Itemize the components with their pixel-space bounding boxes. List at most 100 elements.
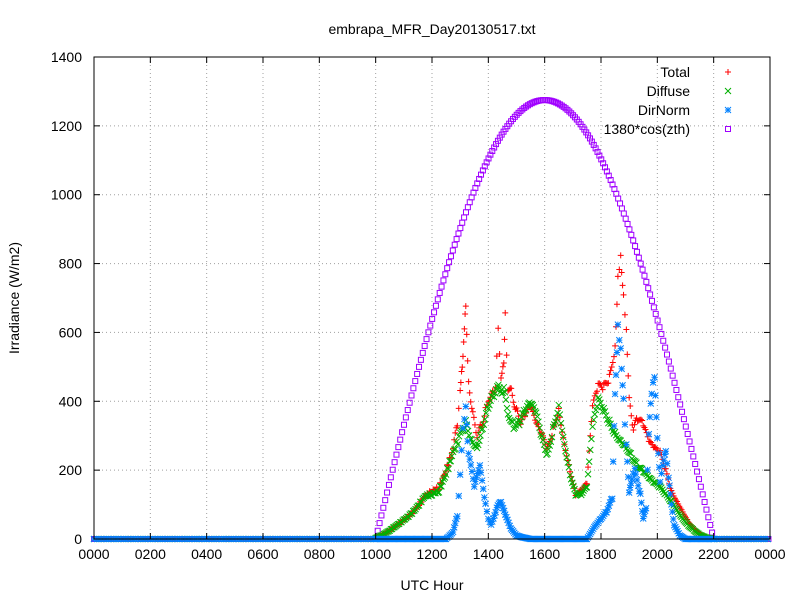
point-star <box>497 498 505 506</box>
point-plus <box>630 426 637 433</box>
point-square <box>679 408 686 415</box>
y-tick-label: 1000 <box>51 187 82 203</box>
point-square <box>496 134 503 141</box>
point-star <box>451 519 459 527</box>
point-plus <box>469 408 476 415</box>
point-square <box>400 421 407 428</box>
point-square <box>530 99 537 106</box>
point-plus <box>495 325 502 332</box>
x-tick-label: 0000 <box>754 546 785 562</box>
point-cross <box>594 394 602 401</box>
point-star <box>651 373 658 381</box>
point-square <box>596 152 603 159</box>
point-star <box>477 469 485 477</box>
point-cross <box>557 419 565 427</box>
point-star <box>461 415 468 423</box>
point-square <box>389 466 396 473</box>
point-star <box>662 447 670 455</box>
point-square <box>707 521 714 528</box>
point-square <box>479 167 486 174</box>
point-square <box>412 378 419 385</box>
point-star <box>609 458 617 465</box>
point-square <box>491 144 498 151</box>
point-square <box>650 304 657 311</box>
point-star <box>649 379 657 386</box>
point-star <box>674 527 681 535</box>
point-cross <box>445 465 452 473</box>
x-tick-label: 0400 <box>191 546 222 562</box>
point-star <box>639 515 647 522</box>
point-cross <box>627 449 635 457</box>
point-plus <box>609 359 616 366</box>
point-square <box>429 315 436 322</box>
point-square <box>643 278 650 285</box>
point-star <box>465 450 472 457</box>
point-star <box>669 515 677 523</box>
point-square <box>406 399 413 406</box>
point-square <box>592 145 599 152</box>
point-plus <box>462 311 469 318</box>
point-cross <box>556 411 564 418</box>
point-star <box>635 487 643 495</box>
point-star <box>672 523 679 531</box>
point-square <box>417 356 424 363</box>
point-square <box>697 483 704 490</box>
point-plus <box>548 432 555 439</box>
legend-label: DirNorm <box>638 102 690 118</box>
point-square <box>680 416 687 423</box>
point-cross <box>480 421 488 429</box>
point-square <box>515 109 522 116</box>
point-plus <box>474 434 481 441</box>
point-star <box>642 504 650 512</box>
point-square <box>590 141 597 148</box>
point-square <box>513 111 520 118</box>
point-cross <box>435 489 443 496</box>
point-plus <box>462 303 469 310</box>
point-plus <box>466 389 473 396</box>
point-cross <box>663 491 671 499</box>
point-cross <box>535 418 542 426</box>
point-star <box>466 455 474 463</box>
point-square <box>641 272 648 279</box>
point-plus <box>500 359 507 366</box>
y-tick-label: 0 <box>74 531 82 547</box>
point-star <box>459 424 467 432</box>
point-square <box>628 231 635 238</box>
point-square <box>478 171 485 178</box>
point-cross <box>591 410 599 418</box>
point-square <box>382 497 389 504</box>
point-plus <box>521 413 528 420</box>
point-square <box>562 105 569 112</box>
point-square <box>391 459 398 466</box>
point-plus <box>662 465 669 472</box>
point-plus <box>631 421 638 428</box>
point-square <box>438 283 445 290</box>
point-star <box>666 482 673 489</box>
point-cross <box>583 483 591 491</box>
point-star <box>617 345 625 352</box>
point-cross <box>500 383 508 391</box>
point-star <box>487 521 495 529</box>
point-square <box>586 135 593 142</box>
point-star <box>488 518 496 525</box>
point-cross <box>436 482 444 490</box>
point-plus <box>620 291 627 298</box>
point-square <box>376 520 383 527</box>
point-plus <box>605 380 612 387</box>
point-plus <box>459 353 466 360</box>
point-star <box>659 462 667 469</box>
point-plus <box>642 426 649 433</box>
point-star <box>608 495 616 503</box>
point-square <box>421 342 428 349</box>
point-star <box>648 390 656 398</box>
point-star <box>638 507 646 515</box>
point-square <box>431 309 438 316</box>
point-star <box>621 421 629 428</box>
point-square <box>667 365 674 372</box>
point-plus <box>464 357 471 364</box>
point-star <box>474 470 481 477</box>
point-star <box>481 494 488 501</box>
point-square <box>607 177 614 184</box>
point-square <box>444 265 451 272</box>
point-plus <box>509 392 516 399</box>
